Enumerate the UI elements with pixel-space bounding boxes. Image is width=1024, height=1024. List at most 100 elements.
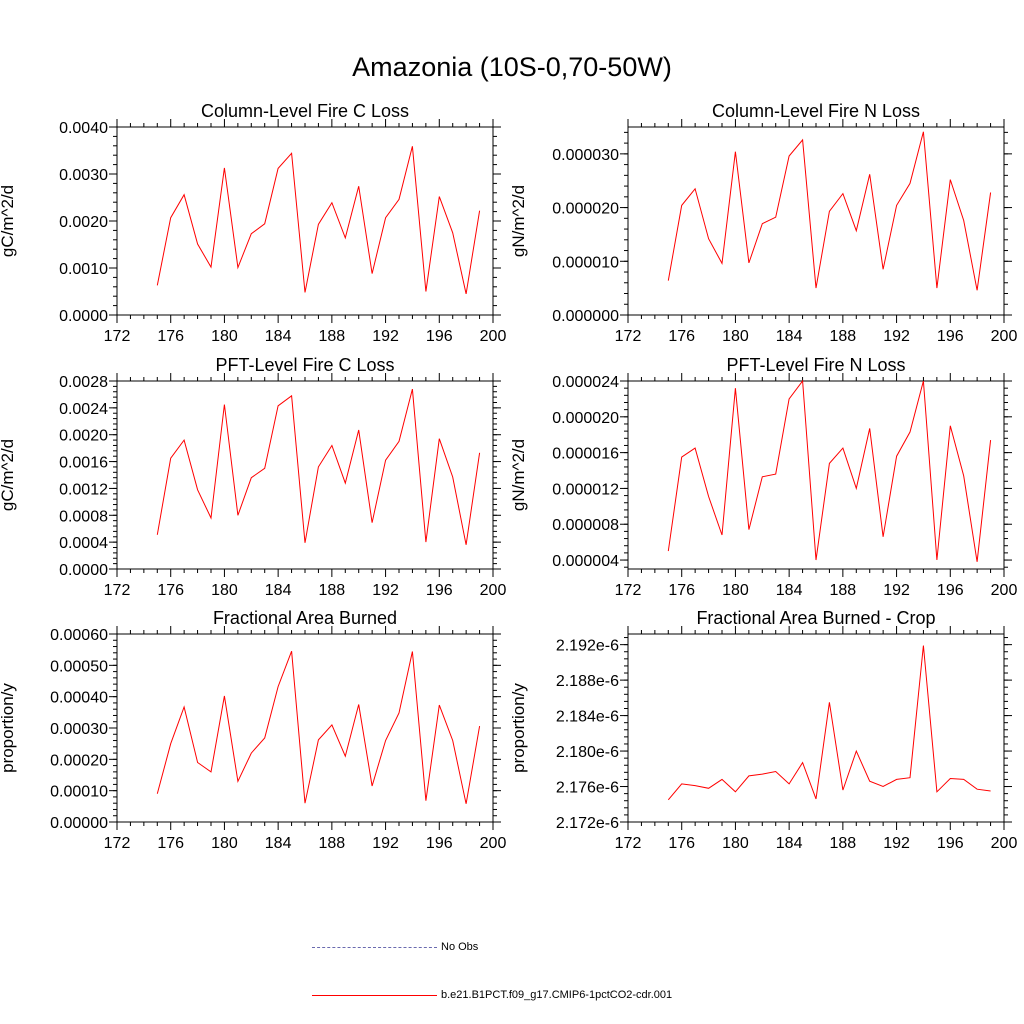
series-line-1 <box>156 388 481 545</box>
y-axis-label: gN/m^2/d <box>509 439 528 511</box>
x-tick-label: 176 <box>157 835 184 852</box>
y-tick-label: 0.0010 <box>59 261 108 278</box>
x-tick-label: 184 <box>776 582 803 599</box>
y-tick-label: 0.000024 <box>552 374 619 391</box>
y-tick-label: 2.172e-6 <box>556 815 619 832</box>
x-tick-label: 192 <box>883 328 910 345</box>
x-tick-label: 180 <box>211 835 238 852</box>
x-tick-label: 180 <box>722 835 749 852</box>
y-tick-label: 0.000020 <box>552 410 619 427</box>
panel-title: Fractional Area Burned <box>213 608 397 628</box>
x-tick-label: 176 <box>157 582 184 599</box>
y-tick-label: 0.0030 <box>59 167 108 184</box>
legend-item-obs: No Obs <box>312 941 478 953</box>
x-tick-label: 172 <box>615 328 642 345</box>
x-tick-label: 200 <box>991 835 1018 852</box>
y-tick-label: 0.0012 <box>59 481 108 498</box>
series-line-1 <box>667 131 992 291</box>
x-tick-label: 180 <box>722 328 749 345</box>
x-tick-label: 172 <box>615 582 642 599</box>
x-tick-label: 200 <box>480 582 507 599</box>
x-tick-label: 176 <box>668 582 695 599</box>
y-tick-label: 0.0040 <box>59 120 108 137</box>
x-tick-label: 192 <box>883 835 910 852</box>
y-tick-label: 0.000000 <box>552 308 619 325</box>
x-tick-label: 180 <box>211 328 238 345</box>
x-tick-label: 200 <box>991 328 1018 345</box>
x-tick-label: 184 <box>776 328 803 345</box>
x-tick-label: 176 <box>668 835 695 852</box>
y-axis-label: gC/m^2/d <box>0 439 17 511</box>
y-tick-label: 0.00060 <box>50 627 108 644</box>
chart-panel-5: 172 176 180 184 188 192 196 200 0.00000 0.00010 0.… <box>0 608 506 852</box>
y-tick-label: 0.000010 <box>552 254 619 271</box>
x-tick-label: 196 <box>937 582 964 599</box>
series-line-1 <box>156 651 481 804</box>
y-tick-label: 0.0028 <box>59 374 108 391</box>
panel-title: Fractional Area Burned - Crop <box>696 608 935 628</box>
x-tick-label: 196 <box>426 328 453 345</box>
x-tick-label: 176 <box>668 328 695 345</box>
x-tick-label: 188 <box>319 328 346 345</box>
chart-panel-6: 172 176 180 184 188 192 196 200 2.172e-6 2.176e-6… <box>509 608 1017 852</box>
panel-title: Column-Level Fire N Loss <box>712 101 920 121</box>
x-tick-label: 192 <box>372 582 399 599</box>
plot-frame <box>627 633 1005 823</box>
chart-panel-4: 172 176 180 184 188 192 196 200 0.000004 0.000008… <box>509 355 1017 599</box>
series-line-1 <box>667 379 992 562</box>
panel-title: Column-Level Fire C Loss <box>201 101 409 121</box>
x-tick-label: 200 <box>480 835 507 852</box>
panel-title: PFT-Level Fire N Loss <box>726 355 905 375</box>
y-tick-label: 0.0000 <box>59 308 108 325</box>
y-tick-label: 0.0004 <box>59 535 108 552</box>
y-tick-label: 0.00030 <box>50 721 108 738</box>
chart-panel-2: 172 176 180 184 188 192 196 200 0.000000 0.000010… <box>509 101 1017 345</box>
y-tick-label: 0.00010 <box>50 784 108 801</box>
legend-swatch-model <box>312 994 437 996</box>
y-tick-label: 0.000004 <box>552 553 619 570</box>
y-tick-label: 0.0020 <box>59 214 108 231</box>
y-axis-label: proportion/y <box>509 683 528 773</box>
x-tick-label: 172 <box>104 328 131 345</box>
x-tick-label: 172 <box>104 582 131 599</box>
legend-swatch-obs <box>312 946 437 948</box>
x-tick-label: 196 <box>426 835 453 852</box>
y-tick-label: 2.188e-6 <box>556 673 619 690</box>
y-tick-label: 0.00040 <box>50 690 108 707</box>
x-tick-label: 188 <box>830 582 857 599</box>
series-line-1 <box>156 146 481 295</box>
x-tick-label: 200 <box>480 328 507 345</box>
x-tick-label: 188 <box>830 835 857 852</box>
y-tick-label: 2.180e-6 <box>556 744 619 761</box>
chart-panel-3: 172 176 180 184 188 192 196 200 0.0000 0.0004 0.00… <box>0 355 506 599</box>
plot-frame <box>627 380 1005 570</box>
y-tick-label: 0.000020 <box>552 201 619 218</box>
series-line-1 <box>667 645 991 801</box>
y-tick-label: 0.0008 <box>59 508 108 525</box>
x-tick-label: 192 <box>883 582 910 599</box>
x-tick-label: 180 <box>722 582 749 599</box>
y-axis-label: gC/m^2/d <box>0 185 17 257</box>
y-tick-label: 0.000008 <box>552 517 619 534</box>
legend-label-obs: No Obs <box>441 941 479 953</box>
legend-item-model: b.e21.B1PCT.f09_g17.CMIP6-1pctCO2-cdr.00… <box>312 989 672 1001</box>
y-tick-label: 0.00000 <box>50 815 108 832</box>
y-tick-label: 0.000012 <box>552 481 619 498</box>
y-tick-label: 0.00050 <box>50 658 108 675</box>
y-tick-label: 0.000016 <box>552 446 619 463</box>
x-tick-label: 184 <box>776 835 803 852</box>
x-tick-label: 180 <box>211 582 238 599</box>
x-tick-label: 184 <box>265 835 292 852</box>
x-tick-label: 192 <box>372 328 399 345</box>
y-tick-label: 0.0016 <box>59 455 108 472</box>
x-tick-label: 172 <box>104 835 131 852</box>
x-tick-label: 196 <box>426 582 453 599</box>
y-tick-label: 0.00020 <box>50 752 108 769</box>
figure-title: Amazonia (10S-0,70-50W) <box>352 52 672 82</box>
x-tick-label: 188 <box>319 582 346 599</box>
y-tick-label: 2.176e-6 <box>556 780 619 797</box>
y-tick-label: 2.192e-6 <box>556 638 619 655</box>
y-tick-label: 0.000030 <box>552 147 619 164</box>
x-tick-label: 184 <box>265 328 292 345</box>
chart-panel-1: 172 176 180 184 188 192 196 200 0.0000 0.0010 0.00… <box>0 101 506 345</box>
